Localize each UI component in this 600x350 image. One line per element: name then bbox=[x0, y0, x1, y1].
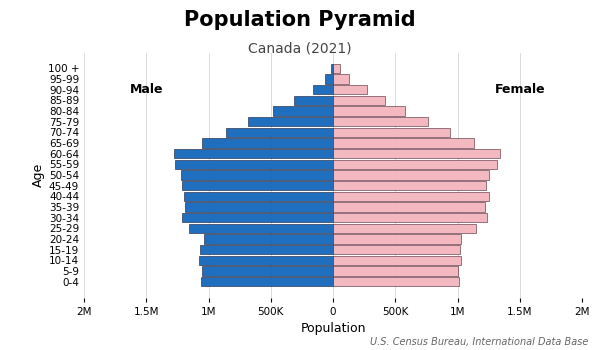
Bar bbox=[333, 245, 460, 254]
Bar bbox=[201, 277, 333, 286]
Bar bbox=[333, 277, 459, 286]
Bar bbox=[202, 138, 333, 148]
Text: Female: Female bbox=[494, 83, 545, 96]
Bar bbox=[333, 106, 405, 116]
Bar bbox=[333, 85, 367, 94]
Bar bbox=[184, 192, 333, 201]
Bar bbox=[333, 96, 385, 105]
Bar bbox=[333, 256, 461, 265]
Y-axis label: Age: Age bbox=[32, 163, 45, 187]
Bar bbox=[333, 234, 461, 244]
Bar bbox=[333, 266, 458, 276]
Bar bbox=[173, 149, 333, 158]
Bar bbox=[333, 202, 485, 212]
Bar bbox=[333, 192, 488, 201]
Bar bbox=[182, 213, 333, 222]
Bar bbox=[200, 245, 333, 254]
Bar bbox=[185, 202, 333, 212]
Bar bbox=[248, 117, 333, 126]
Bar bbox=[226, 128, 333, 137]
Bar bbox=[333, 160, 497, 169]
Bar bbox=[333, 64, 340, 73]
Bar bbox=[273, 106, 333, 116]
Text: Male: Male bbox=[130, 83, 163, 96]
Text: Population Pyramid: Population Pyramid bbox=[184, 10, 416, 30]
Bar bbox=[333, 74, 349, 84]
Bar bbox=[295, 96, 333, 105]
Bar bbox=[203, 234, 333, 244]
Bar bbox=[333, 213, 487, 222]
Text: U.S. Census Bureau, International Data Base: U.S. Census Bureau, International Data B… bbox=[370, 336, 588, 346]
Bar bbox=[333, 170, 488, 180]
Bar bbox=[331, 64, 333, 73]
Bar bbox=[333, 224, 476, 233]
X-axis label: Population: Population bbox=[300, 322, 366, 335]
Bar bbox=[333, 117, 428, 126]
Bar bbox=[181, 170, 333, 180]
Bar bbox=[182, 181, 333, 190]
Bar bbox=[333, 138, 473, 148]
Bar bbox=[325, 74, 333, 84]
Bar bbox=[333, 128, 450, 137]
Bar bbox=[202, 266, 333, 276]
Bar bbox=[175, 160, 333, 169]
Bar bbox=[199, 256, 333, 265]
Text: Canada (2021): Canada (2021) bbox=[248, 42, 352, 56]
Bar bbox=[333, 181, 486, 190]
Bar bbox=[188, 224, 333, 233]
Bar bbox=[333, 149, 500, 158]
Bar bbox=[313, 85, 333, 94]
